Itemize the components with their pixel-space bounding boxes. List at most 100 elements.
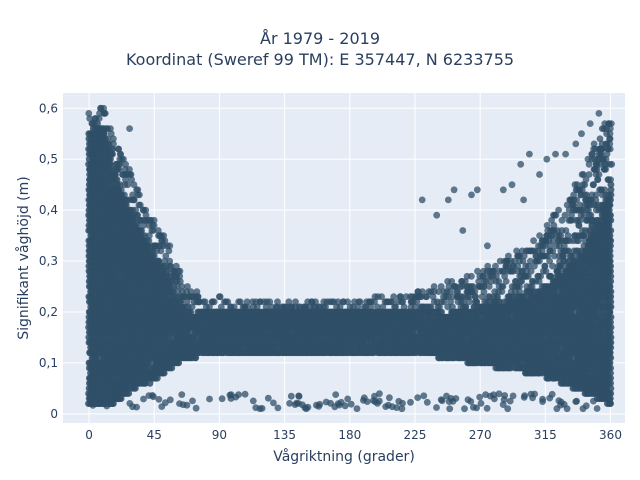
data-point xyxy=(133,222,141,229)
data-point xyxy=(140,395,147,403)
data-point xyxy=(160,369,168,377)
data-point xyxy=(95,115,103,122)
data-point xyxy=(477,400,485,407)
data-point xyxy=(128,176,136,184)
data-point xyxy=(268,303,276,311)
data-point xyxy=(376,390,383,398)
data-point xyxy=(274,404,282,412)
data-point xyxy=(142,206,150,214)
data-point xyxy=(183,298,191,306)
data-point xyxy=(86,115,94,122)
data-point xyxy=(109,150,116,158)
data-point xyxy=(115,145,122,153)
data-points xyxy=(85,104,616,413)
data-point xyxy=(230,303,238,311)
data-point xyxy=(332,391,340,398)
data-point xyxy=(201,298,209,306)
data-point xyxy=(206,395,213,403)
data-point xyxy=(476,393,484,401)
data-point xyxy=(192,354,200,362)
data-point xyxy=(104,135,112,143)
data-point xyxy=(172,262,180,270)
data-point xyxy=(155,396,163,403)
data-point xyxy=(130,181,138,189)
data-point xyxy=(341,402,349,410)
data-point xyxy=(142,211,150,219)
data-point xyxy=(178,391,186,398)
data-point xyxy=(136,191,143,199)
data-point xyxy=(125,166,133,173)
data-point xyxy=(354,303,362,311)
data-point xyxy=(121,191,128,199)
data-point xyxy=(224,298,232,306)
data-point xyxy=(467,398,475,405)
data-point xyxy=(85,110,93,117)
data-point xyxy=(133,403,141,411)
data-point xyxy=(132,206,140,214)
data-point xyxy=(520,394,528,401)
data-point xyxy=(166,396,174,404)
data-point xyxy=(292,298,299,306)
data-point xyxy=(134,186,142,194)
data-point xyxy=(134,211,142,219)
data-point xyxy=(157,247,165,255)
data-point xyxy=(465,298,473,306)
data-point xyxy=(109,145,117,153)
data-point xyxy=(118,155,126,163)
data-point xyxy=(187,288,195,295)
data-point xyxy=(322,303,329,311)
data-point xyxy=(150,222,158,229)
data-point xyxy=(110,140,117,148)
data-point xyxy=(115,166,123,173)
data-point xyxy=(244,303,252,311)
data-point xyxy=(108,181,116,189)
data-point xyxy=(236,298,244,306)
chart-title-line-1: År 1979 - 2019 xyxy=(260,29,380,48)
data-point xyxy=(249,397,257,405)
data-point xyxy=(501,392,509,399)
data-point xyxy=(336,303,344,311)
data-point xyxy=(107,125,114,132)
data-point xyxy=(113,176,121,184)
data-point xyxy=(218,395,226,403)
data-point xyxy=(117,186,125,194)
data-point xyxy=(178,283,186,290)
data-point xyxy=(407,398,414,406)
data-point xyxy=(107,130,115,138)
data-point xyxy=(176,278,184,285)
data-point xyxy=(217,303,225,311)
data-point xyxy=(334,298,342,306)
data-point xyxy=(189,397,196,405)
data-point xyxy=(138,227,146,234)
data-point xyxy=(107,155,114,163)
data-point xyxy=(117,395,125,402)
data-point xyxy=(206,303,213,311)
data-point xyxy=(176,272,184,280)
data-point xyxy=(194,293,202,301)
data-point xyxy=(285,298,293,306)
data-point xyxy=(243,298,251,306)
data-point xyxy=(433,404,440,411)
data-point xyxy=(363,398,371,405)
data-point xyxy=(264,394,272,402)
data-point xyxy=(150,393,157,401)
data-point xyxy=(468,272,475,280)
data-point xyxy=(167,262,175,270)
data-point xyxy=(166,242,174,250)
data-point xyxy=(110,135,117,143)
data-point xyxy=(136,201,144,209)
data-point xyxy=(158,267,166,275)
data-point xyxy=(176,267,184,275)
data-point xyxy=(423,398,431,406)
data-point xyxy=(530,237,537,245)
chart-title-line-2: Koordinat (Sweref 99 TM): E 357447, N 62… xyxy=(125,50,515,69)
data-point xyxy=(452,395,460,402)
data-point xyxy=(509,392,517,400)
data-point xyxy=(188,303,196,311)
data-point xyxy=(122,176,129,184)
data-point xyxy=(344,395,352,403)
data-point xyxy=(149,227,157,234)
data-point xyxy=(117,150,124,158)
